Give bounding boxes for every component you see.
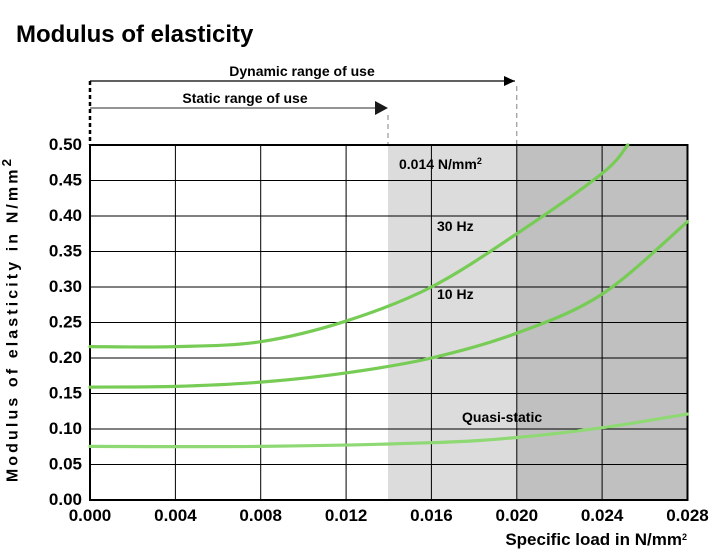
svg-text:0.40: 0.40 (49, 206, 82, 225)
svg-text:0.30: 0.30 (49, 277, 82, 296)
svg-text:0.15: 0.15 (49, 384, 82, 403)
svg-text:30 Hz: 30 Hz (437, 218, 474, 234)
svg-text:0.25: 0.25 (49, 313, 82, 332)
svg-text:0.024: 0.024 (581, 506, 624, 525)
svg-text:0.028: 0.028 (666, 506, 709, 525)
svg-text:Specific load in N/mm2: Specific load in N/mm2 (505, 530, 687, 549)
svg-text:0.004: 0.004 (154, 506, 197, 525)
svg-text:0.45: 0.45 (49, 171, 82, 190)
svg-text:10 Hz: 10 Hz (437, 286, 474, 302)
svg-text:0.012: 0.012 (325, 506, 368, 525)
svg-text:0.020: 0.020 (496, 506, 539, 525)
svg-text:Quasi-static: Quasi-static (462, 409, 542, 425)
svg-text:0.20: 0.20 (49, 348, 82, 367)
svg-text:0.35: 0.35 (49, 242, 82, 261)
svg-text:0.50: 0.50 (49, 135, 82, 154)
svg-text:0.008: 0.008 (239, 506, 282, 525)
svg-text:Dynamic range of use: Dynamic range of use (229, 63, 375, 79)
svg-text:0.05: 0.05 (49, 455, 82, 474)
svg-text:0.016: 0.016 (410, 506, 453, 525)
svg-text:Static range of use: Static range of use (182, 90, 307, 106)
svg-text:0.000: 0.000 (69, 506, 112, 525)
svg-text:0.014 N/mm2: 0.014 N/mm2 (399, 156, 482, 172)
svg-text:0.10: 0.10 (49, 419, 82, 438)
